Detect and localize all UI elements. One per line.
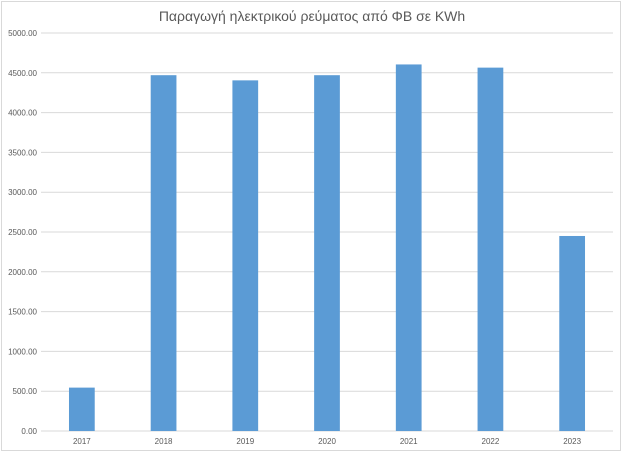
- bar-2023: [559, 235, 586, 431]
- x-tick-label: 2023: [563, 437, 581, 446]
- y-tick-label: 3000.00: [8, 188, 37, 197]
- y-tick-label: 500.00: [13, 387, 38, 396]
- x-tick-label: 2021: [400, 437, 418, 446]
- y-tick-label: 1000.00: [8, 347, 37, 356]
- bar-2021: [395, 64, 422, 431]
- x-tick-label: 2017: [73, 437, 91, 446]
- bar-2019: [232, 80, 259, 431]
- y-tick-label: 2500.00: [8, 228, 37, 237]
- y-tick-label: 5000.00: [8, 29, 37, 38]
- bar-2018: [150, 75, 177, 432]
- y-tick-label: 4000.00: [8, 109, 37, 118]
- x-tick-label: 2019: [236, 437, 254, 446]
- x-tick-label: 2022: [482, 437, 500, 446]
- bar-2022: [477, 67, 504, 431]
- y-tick-label: 1500.00: [8, 308, 37, 317]
- chart-title: Παραγωγή ηλεκτρικού ρεύματος από ΦΒ σε K…: [158, 8, 466, 24]
- y-tick-label: 0.00: [21, 427, 37, 436]
- y-tick-label: 2000.00: [8, 268, 37, 277]
- bar-2020: [314, 75, 340, 432]
- bar-2017: [68, 387, 95, 431]
- y-tick-label: 4500.00: [8, 69, 37, 78]
- x-tick-label: 2020: [318, 437, 336, 446]
- y-tick-label: 3500.00: [8, 148, 37, 157]
- x-tick-label: 2018: [155, 437, 173, 446]
